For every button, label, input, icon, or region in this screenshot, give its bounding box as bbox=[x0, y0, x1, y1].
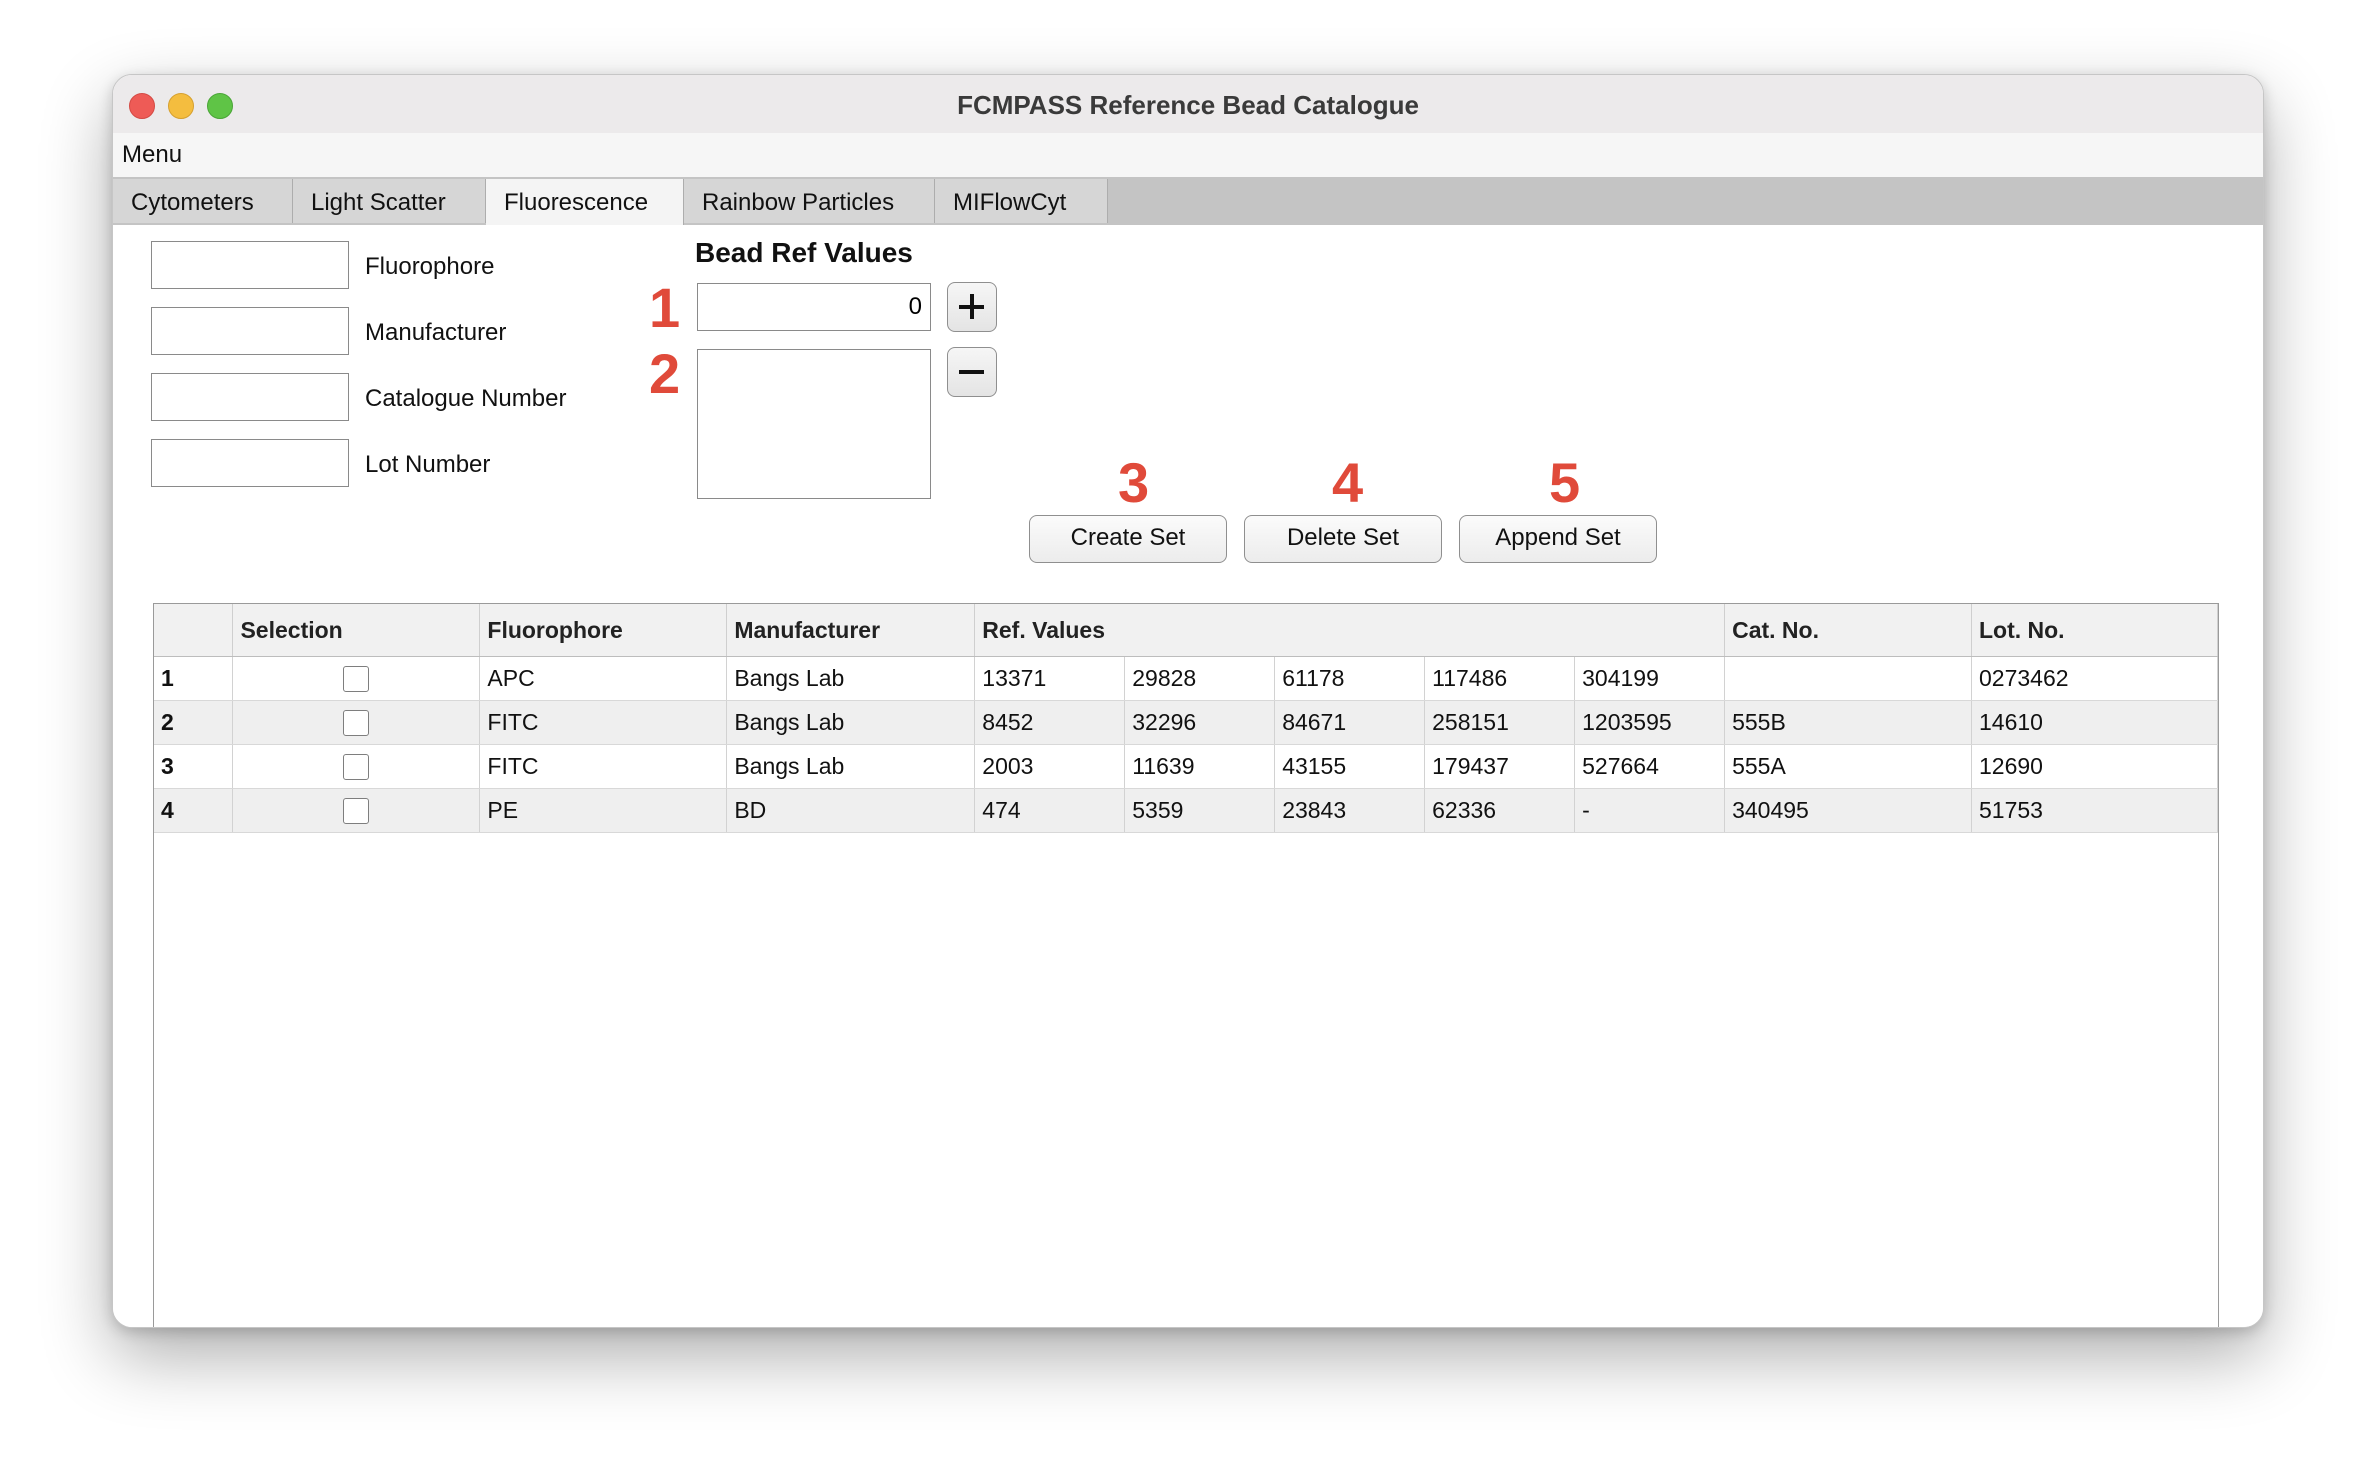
ref-value-cell: 29828 bbox=[1124, 656, 1276, 701]
selection-cell bbox=[232, 700, 481, 745]
annotation-5: 5 bbox=[1549, 451, 1581, 514]
ref-value-cell: 61178 bbox=[1274, 656, 1426, 701]
fluorophore-header[interactable]: Fluorophore bbox=[479, 604, 728, 657]
ref-value-cell: 5359 bbox=[1124, 788, 1276, 833]
manufacturer-cell: BD bbox=[726, 788, 976, 833]
ref-value-cell: 527664 bbox=[1574, 744, 1726, 789]
cat-no-cell: 555A bbox=[1724, 744, 1972, 789]
cat-no-header[interactable]: Cat. No. bbox=[1724, 604, 1972, 657]
row-select-checkbox[interactable] bbox=[343, 798, 370, 825]
lot-no-cell: 51753 bbox=[1971, 788, 2218, 833]
tab-light-scatter[interactable]: Light Scatter bbox=[293, 179, 486, 223]
menu-button[interactable]: Menu bbox=[122, 141, 183, 168]
ref-value-cell: 84671 bbox=[1274, 700, 1426, 745]
row-number: 4 bbox=[154, 788, 234, 833]
ref-value-cell: 117486 bbox=[1424, 656, 1576, 701]
tab-bar: Cytometers Light Scatter Fluorescence Ra… bbox=[113, 177, 2263, 226]
ref-value-cell: 62336 bbox=[1424, 788, 1576, 833]
app-window: FCMPASS Reference Bead Catalogue Menu Cy… bbox=[112, 74, 2264, 1328]
annotation-1: 1 bbox=[649, 276, 681, 339]
lot-number-label: Lot Number bbox=[365, 451, 491, 478]
table-header-row: Selection Fluorophore Manufacturer Ref. … bbox=[154, 604, 2218, 657]
ref-value-cell: 2003 bbox=[974, 744, 1126, 789]
annotation-4: 4 bbox=[1332, 451, 1364, 514]
ref-value-cell: 43155 bbox=[1274, 744, 1426, 789]
tab-miflowcyt[interactable]: MIFlowCyt bbox=[935, 179, 1108, 223]
row-number-header bbox=[154, 604, 234, 657]
annotation-2: 2 bbox=[649, 342, 681, 405]
delete-set-button[interactable]: Delete Set bbox=[1244, 515, 1442, 563]
bead-ref-values-list[interactable] bbox=[697, 349, 931, 499]
ref-values-header[interactable]: Ref. Values bbox=[974, 604, 1726, 657]
cat-no-cell: 555B bbox=[1724, 700, 1972, 745]
tab-rainbow-particles[interactable]: Rainbow Particles bbox=[684, 179, 935, 223]
lot-number-input[interactable] bbox=[151, 439, 349, 487]
ref-value-cell: - bbox=[1574, 788, 1726, 833]
tab-cytometers[interactable]: Cytometers bbox=[113, 179, 293, 223]
bead-ref-values-title: Bead Ref Values bbox=[695, 237, 913, 268]
catalogue-number-label: Catalogue Number bbox=[365, 385, 567, 412]
fluorophore-cell: PE bbox=[479, 788, 728, 833]
selection-cell bbox=[232, 656, 481, 701]
lot-no-cell: 14610 bbox=[1971, 700, 2218, 745]
cat-no-cell bbox=[1724, 656, 1972, 701]
lot-no-cell: 12690 bbox=[1971, 744, 2218, 789]
append-set-button[interactable]: Append Set bbox=[1459, 515, 1657, 563]
catalogue-number-input[interactable] bbox=[151, 373, 349, 421]
fluorophore-cell: FITC bbox=[479, 744, 728, 789]
fluorescence-panel: Fluorophore Manufacturer Catalogue Numbe… bbox=[113, 225, 2263, 1327]
title-bar: FCMPASS Reference Bead Catalogue bbox=[113, 75, 2263, 134]
lot-no-header[interactable]: Lot. No. bbox=[1971, 604, 2218, 657]
selection-header[interactable]: Selection bbox=[232, 604, 481, 657]
table-row[interactable]: 1 APC Bangs Lab 13371 29828 61178 117486… bbox=[154, 656, 2218, 701]
table-row[interactable]: 4 PE BD 474 5359 23843 62336 - 340495 51… bbox=[154, 788, 2218, 833]
fluorophore-cell: APC bbox=[479, 656, 728, 701]
row-number: 3 bbox=[154, 744, 234, 789]
lot-no-cell: 0273462 bbox=[1971, 656, 2218, 701]
maximize-window-button[interactable] bbox=[207, 93, 233, 119]
fluorophore-input[interactable] bbox=[151, 241, 349, 289]
ref-value-cell: 23843 bbox=[1274, 788, 1426, 833]
ref-value-cell: 1203595 bbox=[1574, 700, 1726, 745]
create-set-button[interactable]: Create Set bbox=[1029, 515, 1227, 563]
close-window-button[interactable] bbox=[129, 93, 155, 119]
table-row[interactable]: 2 FITC Bangs Lab 8452 32296 84671 258151… bbox=[154, 700, 2218, 745]
bead-ref-value-input[interactable] bbox=[697, 283, 931, 331]
manufacturer-input[interactable] bbox=[151, 307, 349, 355]
ref-value-cell: 11639 bbox=[1124, 744, 1276, 789]
row-select-checkbox[interactable] bbox=[343, 754, 370, 781]
cat-no-cell: 340495 bbox=[1724, 788, 1972, 833]
manufacturer-cell: Bangs Lab bbox=[726, 656, 976, 701]
annotation-3: 3 bbox=[1118, 451, 1150, 514]
table-row[interactable]: 3 FITC Bangs Lab 2003 11639 43155 179437… bbox=[154, 744, 2218, 789]
bead-sets-table: Selection Fluorophore Manufacturer Ref. … bbox=[153, 603, 2219, 1327]
selection-cell bbox=[232, 744, 481, 789]
ref-value-cell: 32296 bbox=[1124, 700, 1276, 745]
manufacturer-header[interactable]: Manufacturer bbox=[726, 604, 976, 657]
tab-fluorescence[interactable]: Fluorescence bbox=[486, 179, 684, 226]
row-select-checkbox[interactable] bbox=[343, 666, 370, 693]
row-number: 2 bbox=[154, 700, 234, 745]
ref-value-cell: 179437 bbox=[1424, 744, 1576, 789]
row-number: 1 bbox=[154, 656, 234, 701]
add-value-button[interactable] bbox=[947, 282, 997, 332]
ref-value-cell: 474 bbox=[974, 788, 1126, 833]
ref-value-cell: 8452 bbox=[974, 700, 1126, 745]
fluorophore-cell: FITC bbox=[479, 700, 728, 745]
menu-bar: Menu bbox=[113, 133, 2263, 178]
ref-value-cell: 258151 bbox=[1424, 700, 1576, 745]
row-select-checkbox[interactable] bbox=[343, 710, 370, 737]
manufacturer-cell: Bangs Lab bbox=[726, 700, 976, 745]
manufacturer-label: Manufacturer bbox=[365, 319, 507, 346]
fluorophore-label: Fluorophore bbox=[365, 253, 495, 280]
minimize-window-button[interactable] bbox=[168, 93, 194, 119]
remove-value-button[interactable] bbox=[947, 347, 997, 397]
manufacturer-cell: Bangs Lab bbox=[726, 744, 976, 789]
ref-value-cell: 13371 bbox=[974, 656, 1126, 701]
ref-value-cell: 304199 bbox=[1574, 656, 1726, 701]
selection-cell bbox=[232, 788, 481, 833]
window-title: FCMPASS Reference Bead Catalogue bbox=[957, 90, 1419, 120]
